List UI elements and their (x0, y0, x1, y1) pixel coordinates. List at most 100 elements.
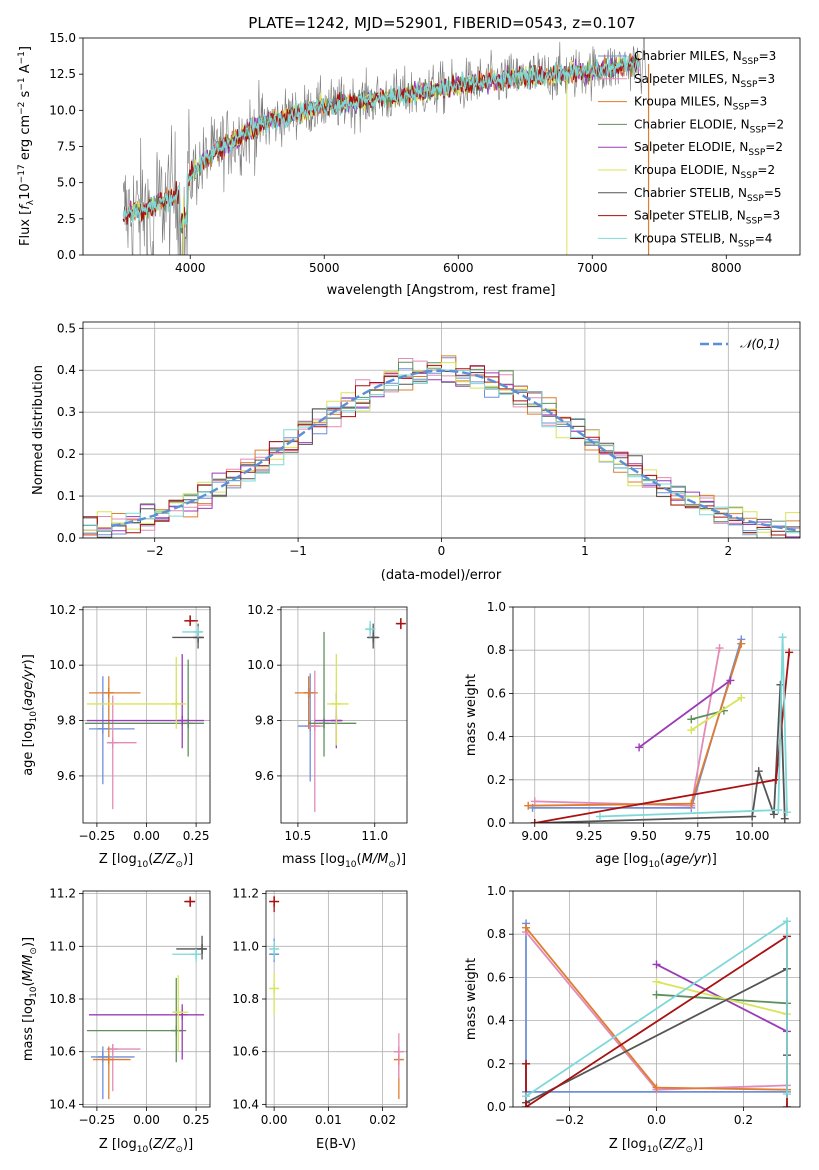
axes-age_vs_Z: −0.25 0.00 0.259.69.810.010.2Z [log10(Z/Z⊙… (21, 603, 211, 870)
x-tick-label: 2 (724, 544, 732, 558)
y-tick-label: 10.4 (232, 1097, 259, 1111)
y-tick-label: 12.5 (49, 67, 76, 81)
plot-area (83, 891, 210, 1107)
axes-weight_vs_Z: −0.2 0.0 0.2 0.0 0.2 0.4 0.6 0.8 1.0 mass weight Z… (464, 884, 801, 1155)
label-part: age/yr (665, 852, 708, 867)
label-part: 10 (18, 183, 33, 200)
legend-label: Chabrier MILES, NSSP=3 (634, 49, 776, 67)
x-tick-label: 4000 (175, 261, 206, 275)
y-tick-label: 10.6 (232, 1045, 259, 1059)
legend-label: Kroupa MILES, NSSP=3 (634, 95, 767, 113)
label-part: ⊙ (175, 1145, 183, 1155)
plot-area (266, 891, 407, 1107)
x-tick-label: 7000 (577, 261, 608, 275)
y-tick-label: 10.0 (247, 658, 274, 672)
axes-frame (82, 321, 801, 539)
label-part: −1 (17, 51, 27, 64)
legend-label: Chabrier STELIB, NSSP=5 (634, 186, 782, 204)
histogram-kroupa_stelib (83, 367, 800, 535)
x-tick-label: 10.5 (285, 829, 312, 843)
y-tick-label: 0.4 (487, 1014, 506, 1028)
label-part: SSP (741, 171, 758, 181)
x-axis-label: E(B-V) (316, 1137, 356, 1152)
label-part: −1 (17, 77, 27, 90)
x-axis-label: Z [log10(Z/Z⊙)] (99, 1137, 193, 1155)
y-tick-label: 10.8 (232, 992, 259, 1006)
legend-label: Salpeter STELIB, NSSP=3 (634, 209, 780, 227)
label-part: =3 (759, 49, 777, 63)
axes-frame (82, 606, 211, 824)
plot-area (122, 38, 650, 255)
label-part: −17 (17, 164, 27, 183)
label-part: )] (183, 852, 193, 867)
x-tick-label: 0.25 (183, 829, 210, 843)
x-tick-label: 1 (581, 544, 589, 558)
y-tick-label: 0.0 (487, 1100, 506, 1114)
y-tick-label: 0.0 (487, 816, 506, 830)
label-part: 10 (647, 1145, 659, 1155)
x-tick-label: 9.50 (630, 829, 657, 843)
legend-label: Kroupa STELIB, NSSP=4 (634, 231, 772, 249)
x-tick-label: 9.75 (684, 829, 711, 843)
weight-line-chabrier_elodie (656, 993, 788, 1005)
y-tick-label: 10.2 (49, 603, 76, 617)
label-part: =3 (750, 95, 768, 109)
plot-area (83, 607, 210, 823)
axes-frame (265, 890, 408, 1108)
label-part: )] (21, 654, 36, 664)
y-axis-label: mass weight (464, 674, 479, 756)
axes-mass_vs_ebv: 0.00 0.01 0.02 10.4 10.6 10.8 11.0 11.2 E(B-V) (232, 887, 408, 1152)
y-tick-label: 0.4 (57, 363, 76, 377)
x-tick-label: 5000 (309, 261, 340, 275)
label-part: Kroupa STELIB, N (634, 231, 738, 245)
y-tick-label: 15.0 (49, 31, 76, 45)
y-axis-label: age [log10(age/yr)] (21, 654, 39, 776)
label-part: Z [log (99, 1137, 137, 1152)
label-part: f (18, 203, 33, 210)
label-part: Chabrier MILES, N (634, 49, 742, 63)
y-tick-label: 10.6 (49, 1045, 76, 1059)
weight-line-kroupa_stelib (599, 637, 788, 818)
label-part: Salpeter STELIB, N (634, 209, 746, 223)
label-part: ⊙ (29, 947, 39, 955)
axes-residuals: −2 −1 0 1 2 0.0 0.1 0.2 0.3 0.4 0.5 𝒩(0,1) (data-mod… (31, 321, 801, 583)
histogram-salpeter_stelib (83, 364, 800, 538)
legend-label: Salpeter MILES, NSSP=3 (634, 72, 775, 90)
x-tick-label: −2 (146, 544, 164, 558)
x-axis-label: age [log10(age/yr)] (595, 852, 717, 870)
y-tick-label: 9.6 (57, 769, 76, 783)
y-tick-label: 7.5 (57, 140, 76, 154)
y-tick-label: 0.2 (57, 447, 76, 461)
x-tick-label: −0.25 (79, 829, 116, 843)
gaussian-curve (111, 369, 800, 532)
axes-frame (512, 606, 801, 824)
x-tick-label: 8000 (711, 261, 742, 275)
label-part: Z/Z (662, 1137, 686, 1152)
weight-line-salpeter_elodie (638, 679, 731, 749)
label-part: M/M (362, 852, 389, 867)
label-part: Salpeter ELODIE, N (634, 140, 748, 154)
y-tick-label: 10.0 (49, 658, 76, 672)
label-part: ⊙ (175, 860, 183, 870)
x-tick-label: 0.00 (133, 829, 160, 843)
y-tick-label: 9.8 (255, 714, 274, 728)
label-part: 10 (29, 711, 39, 723)
label-part: mass [log (282, 852, 345, 867)
spectrum-model-kroupa_stelib (122, 54, 640, 228)
y-tick-label: 0.5 (57, 321, 76, 335)
x-axis-label: (data-model)/error (381, 568, 502, 583)
legend-label: Salpeter ELODIE, NSSP=2 (634, 140, 783, 158)
plot-area (513, 891, 800, 1107)
axes-frame (82, 890, 211, 1108)
label-part: SSP (748, 148, 765, 158)
histogram-salpeter_elodie (83, 365, 800, 538)
label-part: )] (21, 937, 36, 947)
y-tick-label: 0.1 (57, 489, 76, 503)
label-part: −2 (17, 102, 27, 115)
x-tick-label: 6000 (443, 261, 474, 275)
y-tick-label: 0.2 (487, 773, 506, 787)
label-part: ⊙ (685, 1145, 693, 1155)
y-tick-label: 11.2 (232, 887, 259, 901)
x-axis-label: wavelength [Angstrom, rest frame] (327, 283, 556, 298)
